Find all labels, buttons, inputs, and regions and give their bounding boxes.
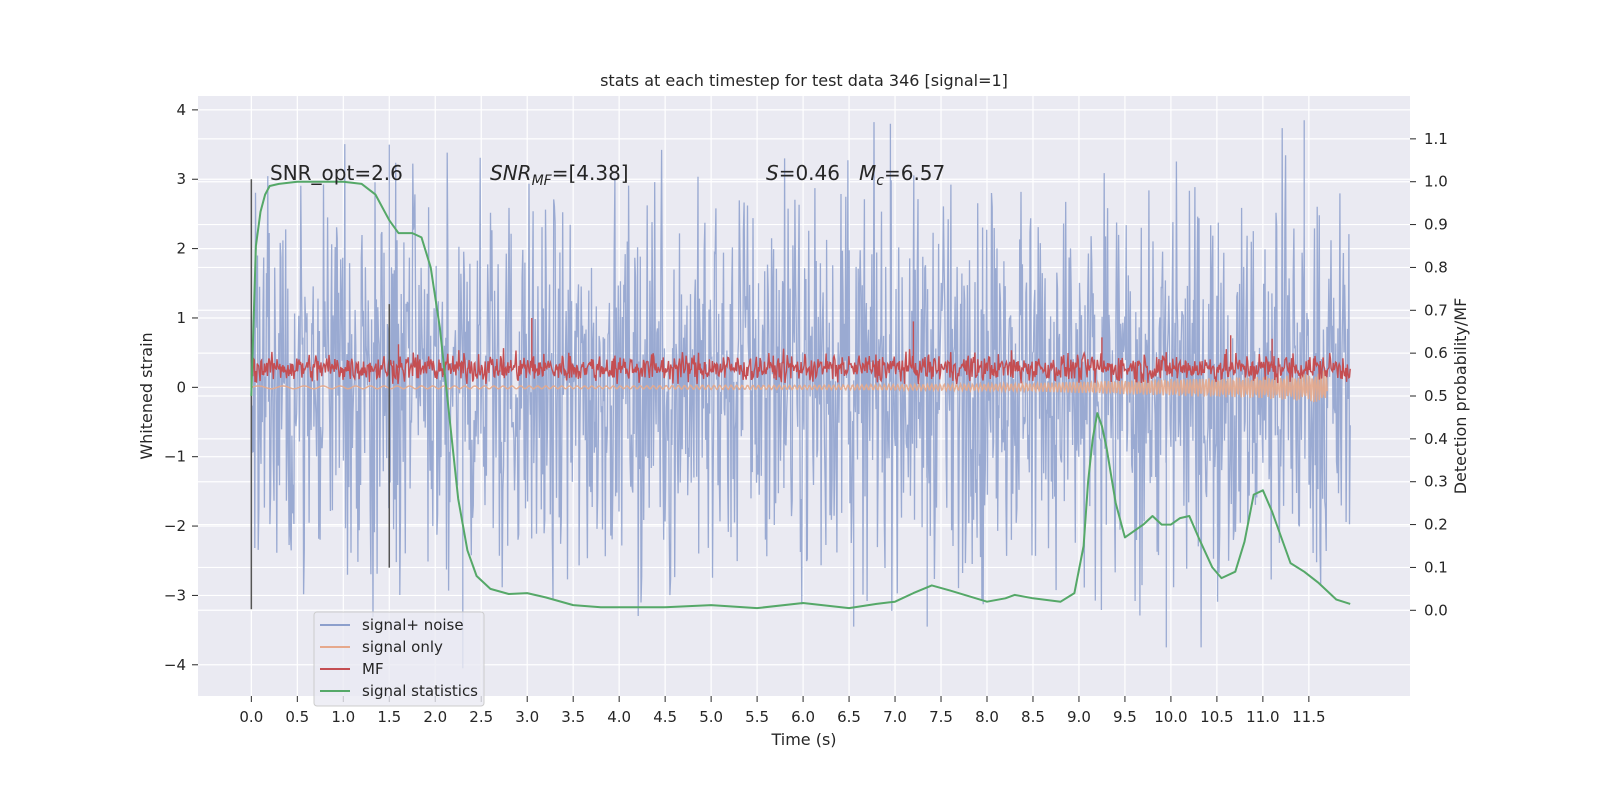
- x-tick-label: 11.5: [1292, 708, 1325, 726]
- series-signal-only: [251, 370, 1328, 403]
- x-tick-label: 9.0: [1067, 708, 1091, 726]
- series-signal-statistics: [250, 180, 1351, 610]
- x-tick-label: 3.5: [561, 708, 585, 726]
- s-symbol: S: [766, 161, 779, 185]
- x-tick-labels: 0.0 0.5 1.0 1.5 2.0 2.5 3.0 3.5 4.0 4.5 5.0 5.5 6.0 6…: [239, 696, 1326, 726]
- x-tick-label: 4.5: [653, 708, 677, 726]
- x-tick-label: 11.0: [1246, 708, 1279, 726]
- y-right-tick-label: 0.8: [1424, 258, 1448, 276]
- y-right-tick-label: 0.6: [1424, 344, 1448, 362]
- snr-mf-base: SNR: [490, 161, 532, 185]
- line-signal-noise: [250, 120, 1351, 669]
- legend-label-mf: MF: [362, 660, 384, 678]
- x-tick-label: 7.5: [929, 708, 953, 726]
- y-left-tick-label: 3: [176, 170, 186, 188]
- snr-mf-value: =[4.38]: [552, 161, 629, 185]
- x-tick-label: 7.0: [883, 708, 907, 726]
- x-tick-label: 0.5: [285, 708, 309, 726]
- y-right-tick-labels: 0.0 0.1 0.2 0.3 0.4 0.5 0.6 0.7 0.8 0.9 1.0 1.1: [1410, 130, 1448, 619]
- x-tick-label: 8.0: [975, 708, 999, 726]
- series-signal-noise: [250, 120, 1351, 669]
- mc-base: M: [859, 161, 876, 185]
- annotation-s: S=0.46: [766, 161, 840, 185]
- y-right-tick-label: 0.4: [1424, 430, 1448, 448]
- x-tick-label: 1.5: [377, 708, 401, 726]
- x-tick-label: 5.0: [699, 708, 723, 726]
- mc-value: =6.57: [884, 161, 945, 185]
- legend: signal+ noise signal only MF signal stat…: [313, 611, 485, 707]
- snr-mf-sub: MF: [532, 173, 553, 189]
- x-tick-label: 2.0: [423, 708, 447, 726]
- x-tick-label: 0.0: [239, 708, 263, 726]
- y-right-tick-label: 0.0: [1424, 601, 1448, 619]
- x-tick-label: 10.5: [1200, 708, 1233, 726]
- y-left-tick-label: 4: [176, 101, 186, 119]
- y-right-tick-label: 0.3: [1424, 473, 1448, 491]
- y-left-tick-label: −4: [164, 656, 186, 674]
- series-mf: [250, 318, 1351, 385]
- line-signal-statistics: [250, 180, 1351, 610]
- y-right-axis-label: Detection probability/MF: [1451, 298, 1470, 495]
- line-mf: [250, 318, 1351, 385]
- x-tick-label: 8.5: [1021, 708, 1045, 726]
- y-right-tick-label: 0.7: [1424, 301, 1448, 319]
- x-axis-label: Time (s): [770, 730, 836, 749]
- legend-label-signal-only: signal only: [362, 638, 443, 656]
- x-tick-label: 6.5: [837, 708, 861, 726]
- y-right-tick-label: 0.1: [1424, 558, 1448, 576]
- line-signal-only: [251, 370, 1328, 403]
- x-tick-label: 1.0: [331, 708, 355, 726]
- chart-title: stats at each timestep for test data 346…: [600, 71, 1008, 90]
- x-tick-label: 6.0: [791, 708, 815, 726]
- legend-label-signal-noise: signal+ noise: [362, 616, 464, 634]
- x-tick-label: 9.5: [1113, 708, 1137, 726]
- y-right-tick-label: 1.0: [1424, 173, 1448, 191]
- y-left-tick-labels: −4 −3 −2 −1 0 1 2 3 4: [164, 101, 198, 674]
- s-value: =0.46: [779, 161, 840, 185]
- y-left-tick-label: −3: [164, 586, 186, 604]
- annotation-mc: Mc=6.57: [859, 161, 945, 189]
- mc-sub: c: [876, 173, 884, 189]
- y-left-tick-label: −2: [164, 517, 186, 535]
- y-right-tick-label: 0.2: [1424, 516, 1448, 534]
- legend-box: [313, 611, 485, 707]
- y-right-tick-label: 0.9: [1424, 216, 1448, 234]
- legend-label-signal-statistics: signal statistics: [362, 682, 478, 700]
- y-left-axis-label: Whitened strain: [137, 332, 156, 459]
- y-left-tick-label: 2: [176, 240, 186, 258]
- x-tick-label: 2.5: [469, 708, 493, 726]
- x-tick-label: 10.0: [1154, 708, 1187, 726]
- x-tick-label: 3.0: [515, 708, 539, 726]
- y-left-tick-label: 0: [176, 378, 186, 396]
- y-left-tick-label: −1: [164, 448, 186, 466]
- y-right-tick-label: 1.1: [1424, 130, 1448, 148]
- annotation-snr-mf: SNRMF=[4.38]: [490, 161, 629, 189]
- x-tick-label: 4.0: [607, 708, 631, 726]
- y-right-tick-label: 0.5: [1424, 387, 1448, 405]
- x-tick-label: 5.5: [745, 708, 769, 726]
- y-left-tick-label: 1: [176, 309, 186, 327]
- annotation-snr-opt: SNR_opt=2.6: [270, 161, 403, 185]
